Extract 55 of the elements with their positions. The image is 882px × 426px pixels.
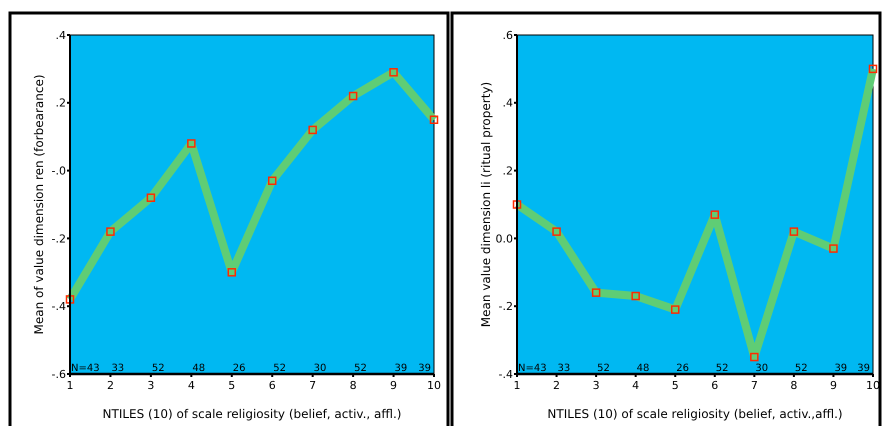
x-axis-title: NTILES (10) of scale religiosity (belief, activ., affl.) xyxy=(102,407,402,421)
annotation: 52 xyxy=(597,363,610,374)
y-tick-label: -.4 xyxy=(52,300,66,314)
x-tick-label: 4 xyxy=(188,379,195,392)
annotation: 26 xyxy=(676,363,689,374)
x-tick-label: 7 xyxy=(750,379,758,392)
x-tick-label: 2 xyxy=(106,379,114,392)
annotation: 39 xyxy=(394,363,408,374)
x-tick-label: 9 xyxy=(830,379,837,392)
x-tick-label: 1 xyxy=(66,379,74,392)
y-tick-label: -.2 xyxy=(498,300,513,314)
annotation: 39 xyxy=(834,363,848,374)
annotation: 52 xyxy=(152,363,165,374)
annotation: 52 xyxy=(273,363,286,374)
annotation: 30 xyxy=(314,363,326,374)
annotation: 52 xyxy=(716,363,729,374)
y-tick-label: .4 xyxy=(502,96,513,110)
y-tick-label: 0.0 xyxy=(496,232,513,246)
annotation: N=43 xyxy=(518,363,547,374)
annotation: 33 xyxy=(558,363,570,374)
annotation: 52 xyxy=(354,363,367,374)
x-tick-label: 6 xyxy=(268,379,276,392)
x-tick-label: 10 xyxy=(427,379,441,392)
annotation: 48 xyxy=(636,363,650,374)
x-axis-title: NTILES (10) of scale religiosity (belief, activ.,affl.) xyxy=(547,407,843,421)
annotation: N=43 xyxy=(71,363,100,374)
y-tick-label: -.2 xyxy=(52,232,66,246)
y-tick-label: .2 xyxy=(502,164,513,178)
annotation: 52 xyxy=(794,363,808,374)
y-tick-label: .6 xyxy=(502,28,513,42)
annotation: 26 xyxy=(232,363,246,374)
y-axis-title: Mean of value dimension ren (forbearance) xyxy=(32,74,46,335)
x-tick-label: 2 xyxy=(553,379,560,392)
x-tick-label: 5 xyxy=(672,379,679,392)
annotation: 30 xyxy=(755,363,768,374)
x-tick-label: 5 xyxy=(228,379,236,392)
x-tick-label: 3 xyxy=(147,379,154,392)
y-axis-title: Mean value dimension li (ritual property) xyxy=(479,82,493,328)
annotation: 39 xyxy=(418,363,431,374)
y-tick-label: -.0 xyxy=(52,164,66,178)
x-tick-label: 8 xyxy=(790,379,798,392)
y-tick-label: -.4 xyxy=(498,368,513,381)
x-tick-label: 8 xyxy=(350,379,357,392)
y-tick-label: -.6 xyxy=(52,368,66,381)
x-tick-label: 4 xyxy=(632,379,640,392)
annotation: 33 xyxy=(111,363,124,374)
x-tick-label: 7 xyxy=(309,379,316,392)
x-tick-label: 9 xyxy=(390,379,398,392)
x-tick-label: 3 xyxy=(592,379,600,392)
x-tick-label: 1 xyxy=(514,379,520,392)
annotation: 39 xyxy=(857,363,870,374)
y-tick-label: .2 xyxy=(56,96,66,110)
y-tick-label: .4 xyxy=(56,28,66,42)
annotation: 48 xyxy=(192,363,206,374)
x-tick-label: 6 xyxy=(711,379,718,392)
